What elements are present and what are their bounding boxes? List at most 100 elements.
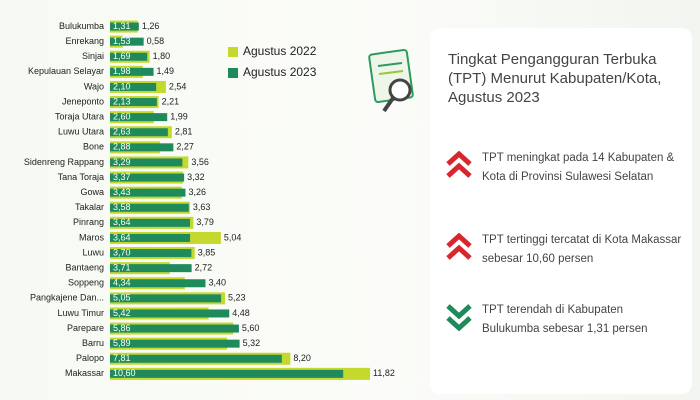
bar [110, 279, 206, 288]
value-label: 5,42 [113, 308, 131, 318]
y-tick-label: Sinjai [82, 51, 104, 61]
value-label: 4,48 [232, 308, 250, 318]
info-panel: Tingkat Pengangguran Terbuka (TPT) Menur… [430, 28, 692, 394]
value-label: 2,27 [176, 142, 194, 152]
value-label: 3,26 [188, 187, 206, 197]
y-tick-label: Toraja Utara [55, 112, 104, 122]
y-tick-label: Pangkajene Dan... [30, 293, 104, 303]
bar [110, 113, 168, 122]
y-tick-label: Gowa [80, 187, 104, 197]
panel-item: TPT terendah di Kabupaten Bulukumba sebe… [482, 304, 648, 335]
bar [110, 37, 144, 46]
bar [110, 369, 344, 378]
bar [110, 143, 174, 152]
value-label: 2,60 [113, 112, 131, 122]
panel-title: Tingkat Pengangguran Terbuka (TPT) Menur… [448, 51, 662, 106]
value-label: 3,70 [113, 247, 131, 257]
value-label: 5,23 [228, 293, 246, 303]
clipboard-icon [368, 48, 414, 113]
y-tick-label: Parepare [67, 323, 104, 333]
value-label: 3,37 [113, 172, 131, 182]
value-label: 3,64 [113, 232, 131, 242]
value-label: 2,21 [162, 96, 180, 106]
bar [110, 218, 191, 227]
y-tick-label: Bone [83, 142, 104, 152]
value-label: 3,58 [113, 202, 131, 212]
value-label: 1,99 [170, 112, 188, 122]
bar [110, 158, 183, 167]
bar [110, 339, 240, 348]
value-label: 2,88 [113, 142, 131, 152]
value-label: 5,60 [242, 323, 260, 333]
y-tick-label: Takalar [75, 202, 104, 212]
bar [110, 98, 157, 107]
value-label: 1,31 [113, 21, 131, 31]
up-icon [446, 150, 472, 178]
y-tick-label: Makassar [65, 368, 104, 378]
value-label: 7,81 [113, 353, 131, 363]
value-label: 5,89 [113, 338, 131, 348]
value-label: 2,81 [175, 127, 193, 137]
y-tick-label: Kepulauan Selayar [28, 66, 104, 76]
y-tick-label: Tana Toraja [58, 172, 104, 182]
value-label: 1,69 [113, 51, 131, 61]
bar [110, 52, 148, 61]
y-tick-label: Luwu [82, 247, 104, 257]
value-label: 3,40 [208, 278, 226, 288]
y-tick-label: Luwu Timur [57, 308, 104, 318]
value-label: 3,71 [113, 263, 131, 273]
legend-label: Agustus 2022 [243, 44, 317, 58]
bar [110, 173, 185, 182]
value-label: 10,60 [113, 368, 136, 378]
value-label: 3,56 [191, 157, 209, 167]
y-tick-label: Soppeng [68, 278, 104, 288]
y-tick-label: Palopo [76, 353, 104, 363]
legend-swatch [228, 68, 238, 78]
value-label: 2,63 [113, 127, 131, 137]
value-label: 8,20 [293, 353, 311, 363]
value-label: 1,98 [113, 66, 131, 76]
value-label: 1,26 [142, 21, 160, 31]
value-label: 11,82 [373, 368, 395, 378]
y-tick-label: Bantaeng [65, 263, 104, 273]
bar [110, 249, 192, 258]
value-label: 1,49 [157, 66, 175, 76]
value-label: 1,80 [153, 51, 171, 61]
bar [110, 203, 189, 212]
legend-label: Agustus 2023 [243, 65, 317, 79]
y-tick-label: Enrekang [65, 36, 104, 46]
value-label: 5,86 [113, 323, 131, 333]
value-label: 1,53 [113, 36, 131, 46]
bar [110, 324, 239, 333]
y-tick-label: Bulukumba [59, 21, 104, 31]
value-label: 5,04 [224, 232, 242, 242]
bar [110, 22, 139, 31]
value-label: 3,29 [113, 157, 131, 167]
value-label: 2,10 [113, 81, 131, 91]
y-tick-label: Luwu Utara [58, 127, 104, 137]
panel-item: TPT tertinggi tercatat di Kota Makassar … [482, 234, 682, 265]
bar [110, 354, 282, 363]
y-tick-label: Maros [79, 232, 105, 242]
value-label: 2,72 [195, 263, 213, 273]
value-label: 2,13 [113, 96, 131, 106]
value-label: 3,79 [196, 217, 214, 227]
y-tick-label: Sidenreng Rappang [24, 157, 104, 167]
value-label: 3,43 [113, 187, 131, 197]
legend-swatch [228, 47, 238, 57]
up-icon [446, 232, 472, 260]
value-label: 3,64 [113, 217, 131, 227]
value-label: 5,05 [113, 293, 131, 303]
y-tick-label: Jeneponto [62, 96, 104, 106]
bar [110, 128, 168, 137]
value-label: 2,54 [169, 81, 187, 91]
bar [110, 294, 222, 303]
bar [110, 67, 154, 76]
value-label: 0,58 [147, 36, 165, 46]
value-label: 3,85 [198, 247, 216, 257]
bar [110, 82, 157, 91]
value-label: 5,32 [243, 338, 261, 348]
bar [110, 188, 186, 197]
y-tick-label: Barru [82, 338, 104, 348]
